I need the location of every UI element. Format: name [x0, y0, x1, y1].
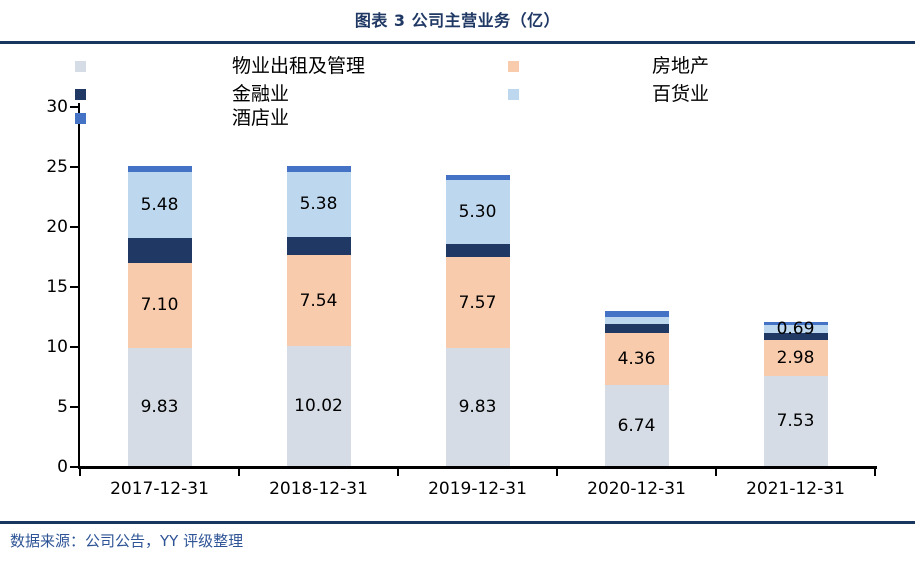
- bar-segment: [604, 324, 669, 333]
- bar-value-label: 7.53: [776, 410, 815, 431]
- bar-segment: [127, 348, 192, 466]
- bar-segment: [604, 317, 669, 325]
- bar-value-label: 5.38: [299, 194, 338, 215]
- x-axis-line: [78, 466, 877, 469]
- source-note: 数据来源：公司公告，YY 评级整理: [10, 532, 244, 550]
- bar-value-label: 9.83: [458, 397, 497, 418]
- bar-value-label: 4.36: [617, 348, 656, 369]
- bar-value-label: 5.30: [458, 202, 497, 223]
- x-tick-label: 2019-12-31: [428, 479, 527, 499]
- legend-swatch-1: [75, 61, 86, 72]
- bar-value-label: 7.57: [458, 292, 497, 313]
- x-tick-mark: [397, 469, 399, 476]
- y-tick-label: 25: [46, 157, 68, 177]
- bar-segment: [445, 180, 510, 244]
- legend-label: 酒店业: [232, 107, 290, 129]
- bar-segment: [127, 262, 192, 349]
- x-tick-label: 2017-12-31: [110, 479, 209, 499]
- bar-value-label: 9.83: [140, 397, 179, 418]
- x-tick-mark: [556, 469, 558, 476]
- bar-segment: [127, 237, 192, 263]
- y-tick-label: 0: [57, 457, 68, 477]
- x-tick-label: 2018-12-31: [269, 479, 368, 499]
- bar-segment: [286, 166, 351, 173]
- bar-segment: [127, 171, 192, 238]
- legend-swatch-2: [508, 61, 519, 72]
- legend-swatch-4: [508, 89, 519, 100]
- bar-segment: [763, 325, 828, 334]
- x-tick-label: 2021-12-31: [746, 479, 845, 499]
- x-tick-mark: [874, 469, 876, 476]
- legend-label: 房地产: [652, 55, 710, 77]
- y-axis-line: [78, 103, 80, 469]
- bar-value-label: 0.69: [776, 319, 815, 340]
- y-tick-label: 20: [46, 217, 68, 237]
- x-tick-mark: [715, 469, 717, 476]
- bar-segment: [763, 321, 828, 325]
- bottom-rule: [0, 521, 915, 524]
- bar-segment: [445, 348, 510, 466]
- x-tick-mark: [79, 469, 81, 476]
- bar-value-label: 7.54: [299, 290, 338, 311]
- bar-segment: [604, 332, 669, 386]
- bar-value-label: 7.10: [140, 295, 179, 316]
- y-tick-label: 10: [46, 337, 68, 357]
- y-tick-label: 5: [57, 397, 68, 417]
- x-tick-mark: [238, 469, 240, 476]
- y-tick-mark: [70, 226, 78, 228]
- y-tick-mark: [70, 346, 78, 348]
- bar-segment: [286, 172, 351, 237]
- chart-title: 图表 3 公司主营业务（亿）: [354, 11, 561, 30]
- y-tick-mark: [70, 166, 78, 168]
- bar-segment: [286, 236, 351, 256]
- y-tick-mark: [70, 406, 78, 408]
- bar-value-label: 10.02: [294, 395, 343, 416]
- bar-value-label: 5.48: [140, 194, 179, 215]
- bar-value-label: 6.74: [617, 415, 656, 436]
- y-tick-label: 30: [46, 97, 68, 117]
- legend-label: 金融业: [232, 83, 290, 105]
- y-tick-label: 15: [46, 277, 68, 297]
- y-tick-mark: [70, 286, 78, 288]
- bar-segment: [763, 375, 828, 466]
- bar-segment: [127, 165, 192, 172]
- bar-segment: [763, 339, 828, 376]
- bar-segment: [604, 385, 669, 466]
- legend-swatch-3: [75, 89, 86, 100]
- y-tick-mark: [70, 106, 78, 108]
- bar-segment: [445, 257, 510, 349]
- top-rule: [0, 41, 915, 44]
- legend-label: 百货业: [652, 83, 710, 105]
- bar-segment: [763, 333, 828, 340]
- bar-segment: [445, 244, 510, 258]
- bar-value-label: 2.98: [776, 347, 815, 368]
- bar-segment: [286, 345, 351, 466]
- bar-segment: [286, 255, 351, 346]
- bar-segment: [445, 175, 510, 181]
- y-tick-mark: [70, 466, 78, 468]
- legend-swatch-5: [75, 113, 86, 124]
- bar-segment: [604, 310, 669, 318]
- x-tick-label: 2020-12-31: [587, 479, 686, 499]
- legend-label: 物业出租及管理: [232, 55, 366, 77]
